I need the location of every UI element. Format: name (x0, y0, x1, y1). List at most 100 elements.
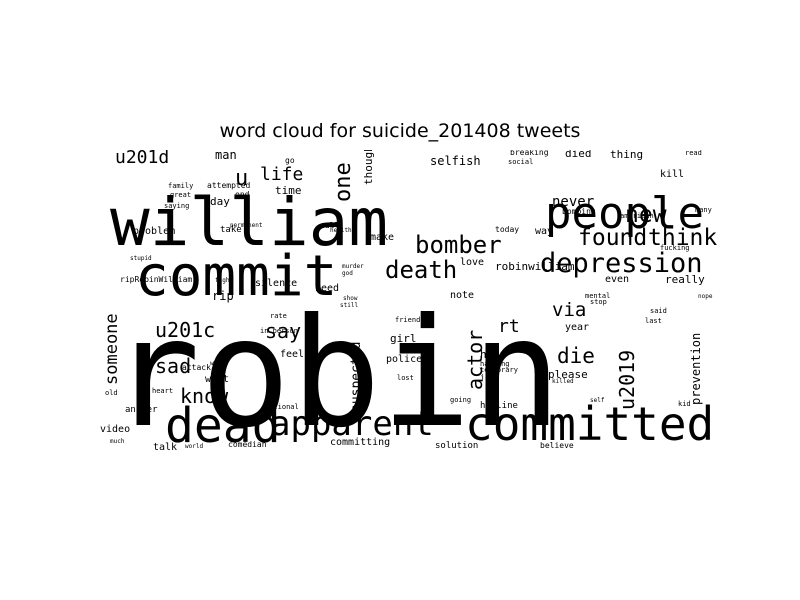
word-u201c: u201c (155, 318, 215, 342)
word-answer: answer (125, 405, 158, 415)
word-today: today (495, 225, 519, 234)
word-fight: fight (215, 277, 233, 284)
word-someone: someone (102, 313, 122, 385)
word-last: last (645, 317, 662, 325)
word-attempted: attempted (207, 181, 251, 190)
word-died: died (565, 150, 592, 160)
word-william: william (110, 184, 388, 261)
word-help: help (480, 348, 507, 361)
word-one: one (331, 162, 356, 202)
word-die: die (557, 344, 595, 368)
word-know: know (180, 384, 229, 408)
word-self: self (590, 397, 605, 404)
word-dead: dead (165, 398, 281, 450)
word-talk: talk (153, 442, 177, 450)
word-in-person: in person (260, 327, 298, 335)
word-believe: believe (540, 441, 574, 450)
word-selfish: selfish (430, 154, 481, 168)
word-nope: nope (698, 293, 713, 300)
word-kill: kill (660, 169, 684, 180)
word-take: take (220, 225, 242, 235)
word-rate: rate (270, 312, 287, 320)
word-u2019: u2019 (615, 350, 639, 410)
word-show: show (343, 295, 358, 302)
word-commit: commit (135, 244, 337, 309)
word-rt: rt (498, 316, 520, 337)
word-much: much (110, 438, 125, 445)
word-fucking: fucking (660, 244, 690, 252)
word-people: people (545, 188, 704, 239)
word-many: many (695, 206, 712, 214)
word-going: going (450, 396, 471, 404)
word-sad: sad (155, 354, 191, 378)
word-really: really (665, 273, 705, 286)
word-actor: actor (463, 330, 487, 390)
word-kid: kid (678, 400, 691, 408)
word-great: great (170, 191, 191, 199)
word-death: death (385, 256, 457, 284)
word-attack: attack (182, 363, 211, 372)
word-committing: committing (330, 437, 390, 448)
word-mental: mental (585, 292, 610, 300)
word-family: family (168, 182, 193, 190)
word-want: want (205, 374, 229, 385)
word-bombing: bombing (562, 207, 596, 216)
word-health: health (330, 227, 352, 234)
word-friend: friend (395, 316, 420, 324)
word-robinwilliam: robinwilliam (495, 260, 575, 273)
word-lost: lost (397, 374, 414, 382)
word-end: end (235, 190, 250, 199)
word-old: old (105, 389, 118, 397)
word-bomber: bomber (415, 231, 502, 259)
word-american: american (620, 212, 654, 220)
word-make: make (370, 232, 394, 243)
word-apparent: apparent (270, 404, 434, 444)
word-still: still (340, 302, 358, 309)
word-thing: thing (610, 150, 643, 161)
word-police: police (386, 354, 422, 365)
word-u201d: u201d (115, 150, 169, 168)
word-heart: heart (152, 387, 173, 395)
word-found: found (578, 225, 647, 251)
word-girl: girl (390, 332, 417, 345)
word-time: time (275, 184, 302, 197)
word-problem: problem (133, 226, 175, 237)
word-thought: thought (362, 150, 375, 185)
word-committed: committed (465, 397, 714, 450)
word-via: via (552, 299, 586, 321)
word-god: god (342, 270, 353, 277)
word-hotline: hotline (480, 401, 518, 411)
word-cloud: robin william commit people committed dead app… (100, 150, 720, 450)
word-please: please (548, 368, 588, 381)
word-solution: solution (435, 441, 478, 450)
word-world: world (185, 443, 203, 450)
word-day: day (210, 195, 230, 208)
word-man: man (215, 150, 237, 162)
word-way: way (535, 226, 553, 237)
word-think: think (648, 225, 717, 251)
word-note: note (450, 290, 474, 301)
word-joke: joke (480, 373, 499, 382)
word-killed: killed (552, 378, 574, 385)
word-love: love (460, 257, 484, 268)
word-cloud-canvas: robinwilliam commit people committed deadapp… (100, 150, 717, 450)
word-social: social (508, 158, 533, 166)
word-new: new (625, 202, 667, 228)
word-said: said (650, 307, 667, 315)
word-never: never (552, 194, 594, 210)
word-read: read (685, 150, 702, 157)
word-life: life (260, 164, 303, 185)
word-watch: watch (210, 360, 228, 367)
word-stupid: stupid (130, 255, 152, 262)
word-rip: rip (212, 289, 234, 303)
word-riprobinwilliam: ripRobinWilliam (120, 275, 192, 284)
word-go: go (285, 156, 295, 165)
word-call: call (320, 221, 339, 230)
word-prevention: prevention (689, 333, 703, 405)
word-saying: saying (164, 202, 189, 210)
word-stop: stop (590, 298, 607, 306)
word-say: say (265, 319, 301, 343)
figure-title: word cloud for suicide_201408 tweets (219, 120, 581, 142)
word-u: u (235, 166, 248, 191)
word-need: need (315, 283, 339, 294)
